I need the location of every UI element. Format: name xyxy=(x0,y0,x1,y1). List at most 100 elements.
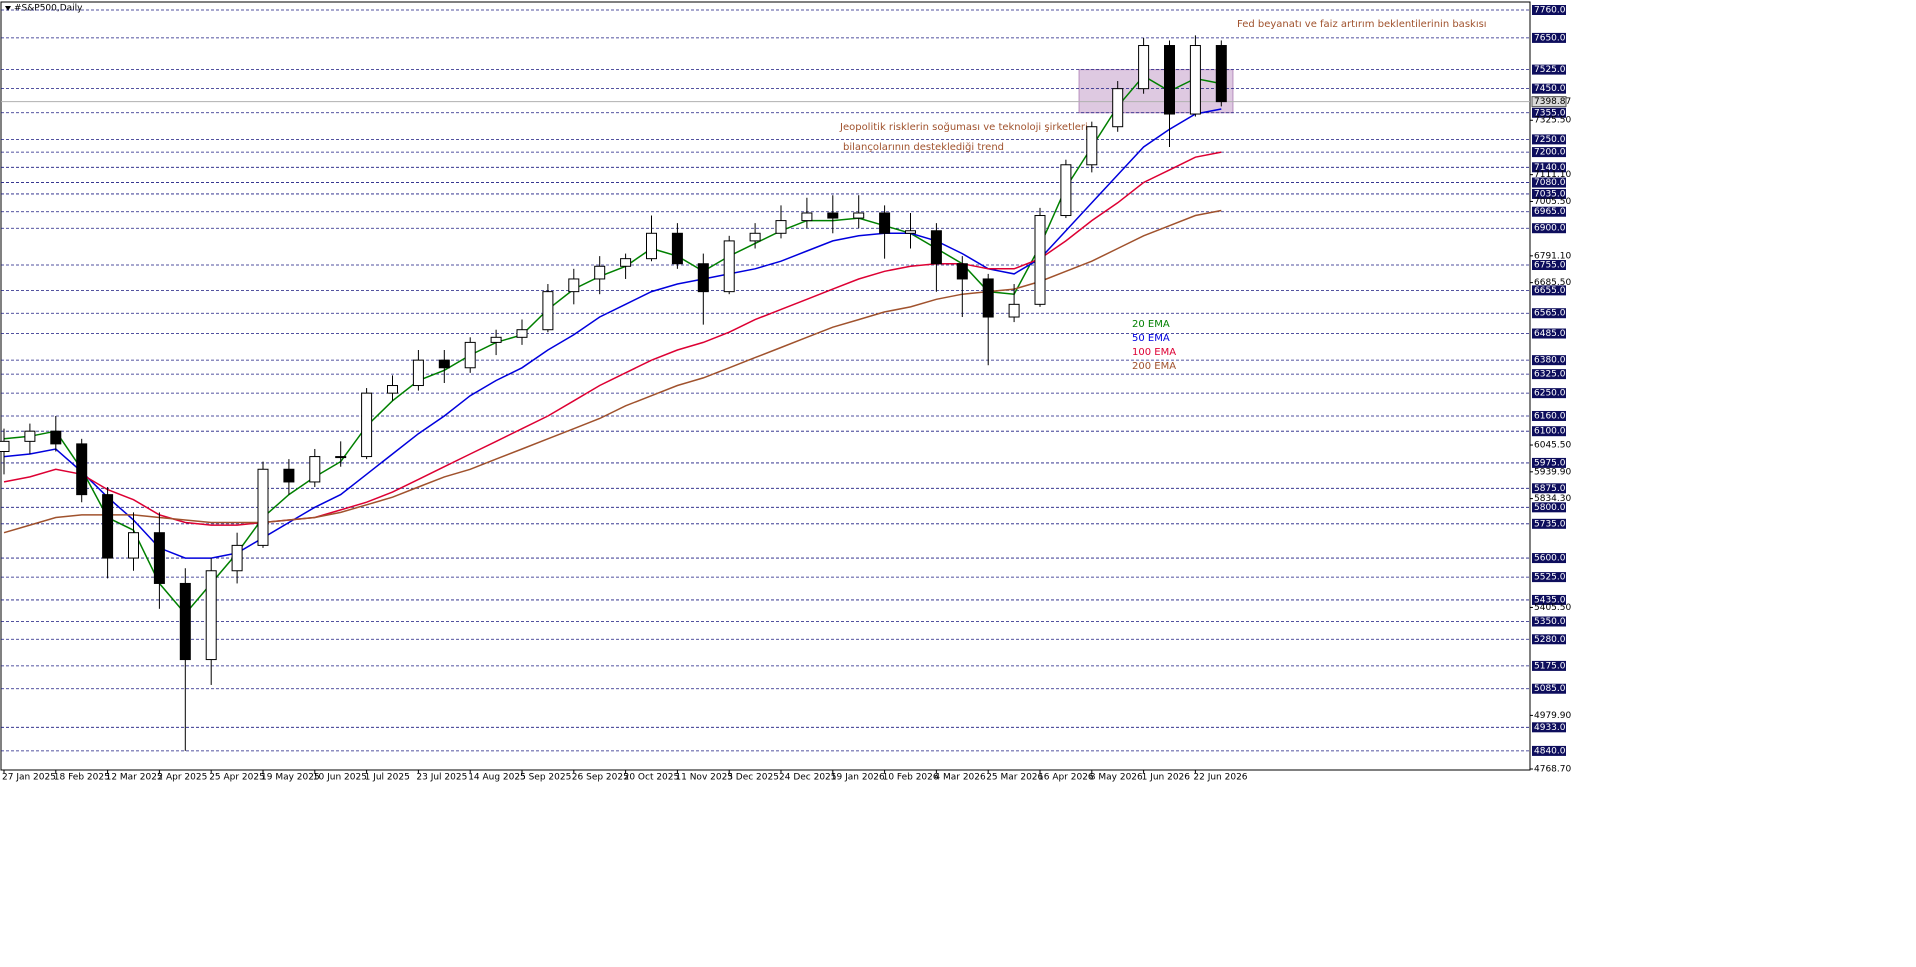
candle-body xyxy=(76,443,88,496)
level-label: 5525.00 xyxy=(1534,573,1571,583)
candle-body xyxy=(775,220,787,234)
level-label: 7035.00 xyxy=(1534,189,1571,199)
level-label: 7080.00 xyxy=(1534,178,1571,188)
level-label: 5800.00 xyxy=(1534,503,1571,513)
legend-entry: 20 EMA xyxy=(1132,319,1170,330)
level-label: 6485.00 xyxy=(1534,329,1571,339)
candle-body xyxy=(387,385,398,394)
chart-title: #S&P500,Daily xyxy=(14,4,83,14)
legend-entry: 200 EMA xyxy=(1132,361,1176,372)
level-label-box xyxy=(1532,722,1566,733)
y-tick-label: 6685.50 xyxy=(1534,278,1571,288)
level-label-box xyxy=(1532,162,1566,173)
level-label-box xyxy=(1532,355,1566,366)
level-label-box xyxy=(1532,745,1566,756)
plot-frame xyxy=(0,1,1531,771)
level-label: 5280.00 xyxy=(1534,635,1571,645)
legend-entry: 50 EMA xyxy=(1132,333,1170,344)
level-label: 5600.00 xyxy=(1534,554,1571,564)
x-tick-label: 10 Feb 2026 xyxy=(883,773,939,783)
level-label: 6655.00 xyxy=(1534,286,1571,296)
candle-body xyxy=(412,359,424,387)
level-label: 6100.00 xyxy=(1534,427,1571,437)
x-tick-label: 20 Oct 2025 xyxy=(624,773,680,783)
level-label: 6380.00 xyxy=(1534,356,1571,366)
level-label-box xyxy=(1532,107,1566,118)
candle-body xyxy=(361,392,373,458)
candle-body xyxy=(594,265,606,280)
y-tick-label: 7325.50 xyxy=(1534,116,1571,126)
level-label-box xyxy=(1532,410,1566,421)
candle-body xyxy=(905,230,916,234)
level-label-box xyxy=(1532,308,1566,319)
level-label-box xyxy=(1532,502,1566,513)
level-label: 6900.00 xyxy=(1534,224,1571,234)
level-label: 7200.00 xyxy=(1534,148,1571,158)
candle-body xyxy=(671,232,683,265)
level-label: 7760.00 xyxy=(1534,6,1571,16)
candle-body xyxy=(646,232,657,260)
candle-body xyxy=(24,430,36,442)
candle-body xyxy=(930,230,942,265)
candle-body xyxy=(982,278,994,318)
ema-line xyxy=(3,75,1222,616)
ema-line xyxy=(3,108,1222,559)
menu-triangle[interactable] xyxy=(5,6,11,11)
y-tick-label: 7005.50 xyxy=(1534,197,1571,207)
candle-body xyxy=(1164,45,1175,115)
y-tick-label: 4768.70 xyxy=(1534,765,1571,775)
level-label-box xyxy=(1532,285,1566,296)
candle-body xyxy=(749,232,761,242)
level-label: 6250.00 xyxy=(1534,389,1571,399)
y-tick-label: 4979.90 xyxy=(1534,711,1571,721)
level-label: 5975.00 xyxy=(1534,458,1571,468)
candle-body xyxy=(231,544,243,572)
x-tick-label: 16 Apr 2026 xyxy=(1038,773,1094,783)
x-tick-label: 2 Apr 2025 xyxy=(157,773,207,783)
level-label: 5085.00 xyxy=(1534,684,1571,694)
x-tick-label: 24 Dec 2025 xyxy=(779,773,837,783)
x-tick-label: 10 Jun 2025 xyxy=(313,773,367,783)
x-tick-label: 19 May 2025 xyxy=(261,773,320,783)
candle-body xyxy=(102,494,114,559)
level-label-box xyxy=(1532,553,1566,564)
level-label: 6965.00 xyxy=(1534,207,1571,217)
level-label-box xyxy=(1532,223,1566,234)
candle-body xyxy=(309,456,321,483)
annotation: Jeopolitik risklerin soğuması ve teknolo… xyxy=(839,121,1088,133)
level-label-box xyxy=(1532,388,1566,399)
candle-body xyxy=(335,456,347,459)
level-label-box xyxy=(1532,483,1566,494)
y-tick-label: 5405.50 xyxy=(1534,603,1571,613)
x-tick-label: 25 Apr 2025 xyxy=(209,773,265,783)
level-label-box xyxy=(1532,134,1566,145)
highlight-zone xyxy=(1078,69,1234,114)
ema-line xyxy=(3,151,1222,526)
candle-body xyxy=(879,212,891,234)
candle-body xyxy=(1008,303,1020,318)
level-label: 4933.00 xyxy=(1534,723,1571,733)
level-label: 7140.00 xyxy=(1534,163,1571,173)
candle-body xyxy=(853,212,865,219)
level-label-box xyxy=(1532,206,1566,217)
candle-body xyxy=(490,336,502,343)
x-tick-label: 8 May 2026 xyxy=(1090,773,1143,783)
candle-body xyxy=(128,532,139,559)
x-tick-label: 26 Sep 2025 xyxy=(572,773,629,783)
level-label: 5175.00 xyxy=(1534,661,1571,671)
x-tick-label: 12 Mar 2025 xyxy=(106,773,163,783)
level-label: 5350.00 xyxy=(1534,617,1571,627)
candle-body xyxy=(179,582,191,661)
candle-body xyxy=(1060,164,1072,217)
level-label: 6565.00 xyxy=(1534,309,1571,319)
x-tick-label: 5 Sep 2025 xyxy=(520,773,571,783)
level-label-box xyxy=(1532,683,1566,694)
candle-body xyxy=(283,468,295,483)
x-tick-label: 25 Mar 2026 xyxy=(986,773,1043,783)
y-tick-label: 7111.10 xyxy=(1534,170,1571,180)
level-label: 6160.00 xyxy=(1534,411,1571,421)
ema-line xyxy=(3,209,1222,534)
level-label: 5875.00 xyxy=(1534,484,1571,494)
candle-body xyxy=(620,258,632,267)
candle-body xyxy=(1034,215,1046,305)
